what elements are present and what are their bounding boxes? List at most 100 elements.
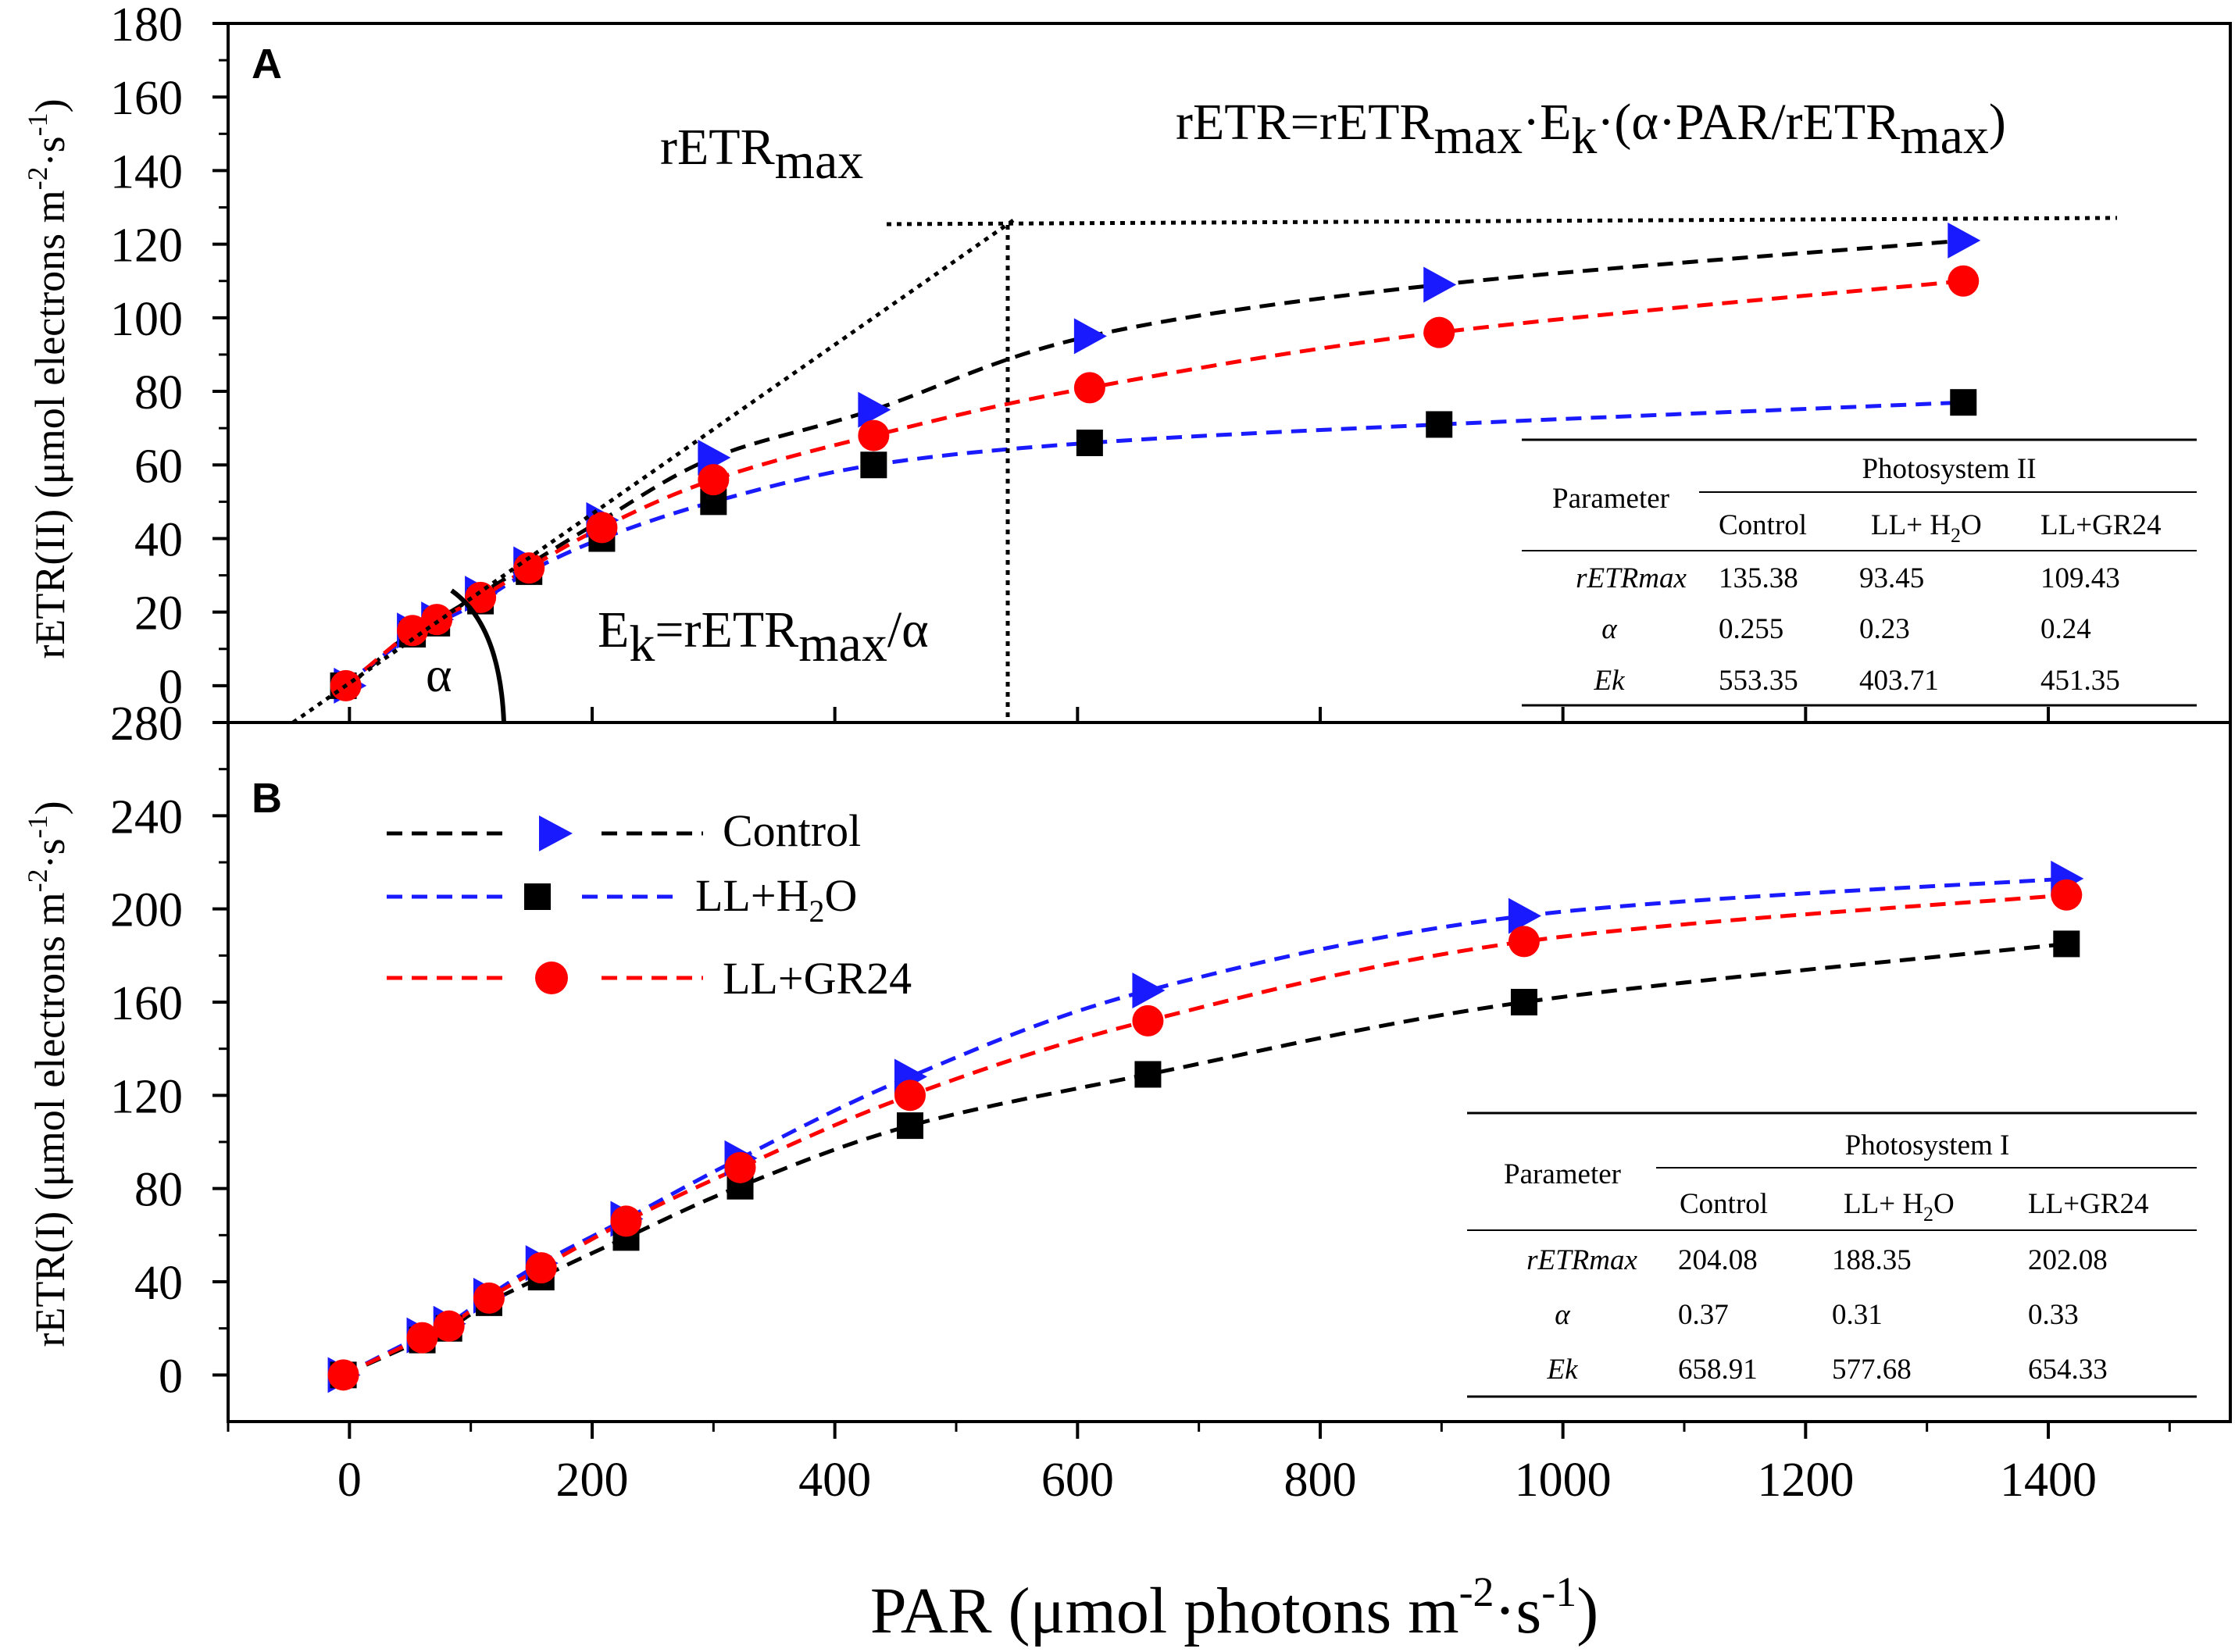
alpha-symbol: α bbox=[426, 647, 452, 702]
data-point-control bbox=[1948, 222, 1981, 259]
table-b-cell: 202.08 bbox=[2028, 1244, 2108, 1276]
data-point-control bbox=[1508, 897, 1541, 934]
table-a-cell: 0.255 bbox=[1719, 613, 1783, 645]
legend: Control LL+H2O LL+GR24 bbox=[387, 805, 912, 1004]
panel-b-fit-curves bbox=[342, 876, 2067, 1377]
legend-marker-control bbox=[539, 815, 573, 851]
table-b-cell: 577.68 bbox=[1832, 1354, 1912, 1386]
table-a-parameter-header: Parameter bbox=[1552, 483, 1669, 515]
table-b-cell: 654.33 bbox=[2028, 1354, 2108, 1386]
legend-label-ll-gr24: LL+GR24 bbox=[723, 953, 912, 1004]
table-a-cell: 451.35 bbox=[2040, 665, 2120, 697]
y-tick-label: 80 bbox=[134, 366, 183, 419]
y-tick-label: 100 bbox=[110, 293, 183, 346]
data-point-ll-h2o bbox=[1950, 389, 1977, 416]
table-a-group-header: Photosystem II bbox=[1862, 453, 2036, 485]
data-point-ll-gr24 bbox=[1132, 1004, 1164, 1037]
data-point-ll-gr24 bbox=[433, 1310, 465, 1342]
table-a-cell: 109.43 bbox=[2040, 562, 2120, 594]
x-tick-label: 800 bbox=[1284, 1454, 1357, 1507]
data-point-control bbox=[858, 391, 891, 428]
data-point-ll-gr24 bbox=[1508, 926, 1540, 958]
data-point-ll-gr24 bbox=[465, 581, 497, 613]
legend-entry-ll-h2o: LL+H2O bbox=[387, 870, 857, 929]
y-tick-label: 40 bbox=[134, 1257, 183, 1310]
table-a-cell: 93.45 bbox=[1859, 562, 1924, 594]
y-tick-label: 240 bbox=[110, 790, 183, 844]
table-a-cell: 0.23 bbox=[1859, 613, 1910, 645]
table-b-col-ll-h2o: LL+ H2O bbox=[1844, 1188, 1955, 1226]
table-b-group-header: Photosystem I bbox=[1845, 1129, 2010, 1161]
data-point-ll-gr24 bbox=[513, 552, 545, 584]
y-tick-label: 160 bbox=[110, 977, 183, 1030]
data-point-ll-gr24 bbox=[421, 604, 453, 636]
x-tick-label: 0 bbox=[337, 1454, 362, 1507]
fit-curve-control bbox=[342, 876, 2067, 1377]
data-point-control bbox=[1073, 318, 1107, 355]
table-a-row-name: rETRmax bbox=[1576, 562, 1687, 594]
table-b-cell: 188.35 bbox=[1832, 1244, 1912, 1276]
panel-b-markers bbox=[327, 860, 2084, 1393]
table-a-col-ll-gr24: LL+GR24 bbox=[2040, 509, 2161, 541]
table-a-cell: 553.35 bbox=[1719, 665, 1798, 697]
data-point-ll-gr24 bbox=[2051, 879, 2083, 911]
table-b-row-name: rETRmax bbox=[1526, 1244, 1637, 1276]
x-tick-label: 1200 bbox=[1757, 1454, 1854, 1507]
model-equation: rETR=rETRmax·Ek·(α·PAR/rETRmax) bbox=[1176, 94, 2006, 165]
ek-equation: Ek=rETRmax/α bbox=[598, 601, 929, 673]
y-tick-label: 280 bbox=[110, 698, 183, 751]
data-point-ll-h2o bbox=[2053, 930, 2080, 958]
panel-b-label: B bbox=[252, 775, 282, 822]
data-point-ll-gr24 bbox=[406, 1322, 438, 1354]
data-point-ll-h2o bbox=[860, 451, 887, 479]
table-photosystem-i: Parameter Photosystem I Control LL+ H2O … bbox=[1467, 1111, 2197, 1398]
table-b-parameter-header: Parameter bbox=[1504, 1158, 1621, 1190]
table-b-row-name: α bbox=[1555, 1299, 1571, 1331]
table-b-col-ll-gr24: LL+GR24 bbox=[2028, 1188, 2148, 1220]
data-point-ll-h2o bbox=[1134, 1061, 1162, 1088]
legend-marker-ll-gr24 bbox=[535, 962, 568, 994]
y-tick-label: 120 bbox=[110, 219, 183, 273]
data-point-ll-gr24 bbox=[610, 1205, 642, 1237]
y-tick-label: 180 bbox=[110, 0, 183, 52]
legend-label-ll-h2o: LL+H2O bbox=[695, 870, 857, 929]
table-b-cell: 658.91 bbox=[1678, 1354, 1758, 1386]
panel-a-label: A bbox=[252, 41, 282, 87]
table-b-col-control: Control bbox=[1680, 1188, 1768, 1220]
data-point-ll-h2o bbox=[896, 1112, 923, 1140]
table-a-cell: 135.38 bbox=[1719, 562, 1798, 594]
x-axis-label: PAR (μmol photons m-2·s-1) bbox=[870, 1568, 1598, 1647]
y-tick-label: 80 bbox=[134, 1164, 183, 1217]
table-a-cell: 403.71 bbox=[1859, 665, 1939, 697]
y-tick-label: 20 bbox=[134, 587, 183, 640]
x-tick-label: 1000 bbox=[1515, 1454, 1612, 1507]
data-point-ll-gr24 bbox=[397, 615, 429, 647]
data-point-ll-gr24 bbox=[894, 1079, 926, 1111]
rETRmax-asymptote-line bbox=[886, 216, 2118, 227]
data-point-ll-gr24 bbox=[1948, 265, 1980, 297]
y-tick-label: 120 bbox=[110, 1070, 183, 1123]
axes-ticks: 0 200 400 600 800 1000 1200 1400020406080100120… bbox=[110, 0, 2171, 1507]
y-tick-label: 40 bbox=[134, 513, 183, 566]
table-b-cell: 204.08 bbox=[1678, 1244, 1758, 1276]
table-a-cell: 0.24 bbox=[2040, 613, 2091, 645]
data-point-ll-h2o bbox=[1426, 411, 1453, 438]
x-tick-label: 600 bbox=[1041, 1454, 1114, 1507]
fit-curve-ll-gr24 bbox=[342, 893, 2067, 1377]
table-a-col-control: Control bbox=[1719, 509, 1807, 541]
y-tick-label: 140 bbox=[110, 145, 183, 198]
data-point-ll-gr24 bbox=[525, 1252, 557, 1284]
data-point-ll-gr24 bbox=[586, 512, 618, 544]
panel-a-markers bbox=[330, 222, 1981, 704]
panel-b-y-axis-label: rETR(I) (μmol electrons m-2·s-1) bbox=[22, 801, 73, 1347]
y-tick-label: 200 bbox=[110, 884, 183, 937]
data-point-ll-gr24 bbox=[473, 1282, 505, 1314]
data-point-ll-h2o bbox=[1510, 989, 1537, 1015]
table-a-row-name: Ek bbox=[1593, 665, 1625, 697]
data-point-ll-gr24 bbox=[698, 464, 730, 496]
table-a-col-ll-h2o: LL+ H2O bbox=[1871, 509, 1982, 547]
data-point-ll-gr24 bbox=[1423, 316, 1455, 348]
x-tick-label: 1400 bbox=[2000, 1454, 2097, 1507]
data-point-ll-gr24 bbox=[858, 419, 890, 451]
x-tick-label: 200 bbox=[556, 1454, 629, 1507]
